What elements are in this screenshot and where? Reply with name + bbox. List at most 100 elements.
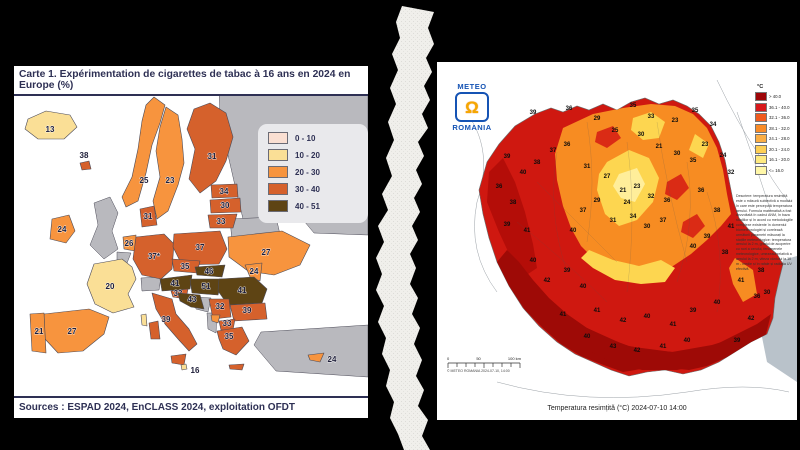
station-value-49: 41 — [560, 312, 567, 318]
scale-tick-100: 100 km — [507, 356, 521, 361]
river-line-0 — [586, 121, 593, 243]
scale-bar-ruler — [447, 362, 521, 368]
station-value-46: 42 — [544, 278, 551, 284]
station-value-9: 30 — [638, 132, 645, 138]
country-value-slovaquie: 46 — [205, 267, 214, 276]
temperature-legend-swatch-3 — [755, 123, 767, 133]
patch-red-streak-1 — [595, 126, 621, 148]
country-value-chypre: 24 — [328, 355, 337, 364]
country-shape-pologne — [172, 230, 228, 266]
station-value-10: 21 — [656, 144, 663, 150]
station-value-4: 33 — [648, 114, 655, 120]
country-shape-malte — [180, 363, 188, 371]
station-value-53: 40 — [644, 314, 651, 320]
country-value-finlande: 31 — [208, 152, 217, 161]
station-value-34: 37 — [580, 208, 587, 214]
station-value-54: 41 — [670, 322, 677, 328]
patch-south-dark-red — [497, 250, 771, 372]
country-shape-finlande — [186, 102, 234, 194]
temperature-legend-row-0: > 40.0 — [755, 92, 795, 101]
europe-legend-row-2: 20 - 30 — [268, 166, 360, 178]
country-shape-italie — [151, 292, 198, 352]
europe-legend-row-4: 40 - 51 — [268, 200, 360, 212]
station-value-60: 40 — [684, 338, 691, 344]
river-line-6 — [626, 141, 633, 293]
station-value-1: 36 — [566, 106, 573, 112]
station-value-0: 39 — [530, 110, 537, 116]
europe-legend-label-4: 40 - 51 — [295, 201, 320, 211]
station-value-35: 40 — [570, 228, 577, 234]
temperature-legend-row-7: <= 16.0 — [755, 165, 795, 175]
europe-legend-swatch-3 — [268, 183, 288, 195]
patch-se-orange — [729, 258, 757, 302]
country-shape-allemagne — [132, 233, 175, 280]
country-value-estonie: 34 — [220, 187, 229, 196]
station-value-51: 41 — [594, 308, 601, 314]
country-value-danemark: 31 — [144, 212, 153, 221]
country-value-croatie: 43 — [188, 295, 197, 304]
station-value-14: 32 — [728, 170, 735, 176]
station-value-57: 43 — [610, 344, 617, 350]
river-line-1 — [656, 121, 688, 263]
patch-pale-core — [613, 168, 645, 202]
station-value-47: 39 — [564, 268, 571, 274]
temperature-legend-label-3: 28.1 - 32.0 — [769, 125, 790, 131]
station-value-13: 24 — [720, 153, 727, 159]
torn-paper-texture — [376, 6, 434, 450]
country-value-suede: 23 — [166, 176, 175, 185]
europe-legend-swatch-0 — [268, 132, 288, 144]
europe-legend-row-1: 10 - 20 — [268, 149, 360, 161]
country-value-islande: 13 — [46, 125, 55, 134]
station-value-56: 40 — [714, 300, 721, 306]
station-value-62: 36 — [754, 294, 761, 300]
station-value-27: 29 — [594, 198, 601, 204]
station-value-64: 39 — [734, 338, 741, 344]
station-value-15: 35 — [690, 158, 697, 164]
temperature-legend-swatch-2 — [755, 113, 767, 122]
station-value-41: 41 — [728, 224, 735, 230]
europe-map-panel: Carte 1. Expérimentation de cigarettes d… — [14, 66, 368, 418]
europe-legend-label-2: 20 - 30 — [295, 167, 320, 177]
temperature-legend-swatch-0 — [755, 92, 767, 101]
country-shape-lettonie — [209, 197, 242, 214]
no-data-region-royaume-uni — [89, 196, 119, 260]
temperature-legend-row-5: 20.1 - 24.0 — [755, 144, 795, 154]
station-value-29: 23 — [634, 184, 641, 190]
neighbour-boundary-2 — [496, 381, 790, 398]
europe-legend-swatch-4 — [268, 200, 288, 212]
country-shape-chypre — [307, 352, 325, 363]
country-shape-italie — [148, 320, 161, 340]
country-value-bulgarie: 39 — [243, 306, 252, 315]
europe-legend-row-0: 0 - 10 — [268, 132, 360, 144]
romania-map: 39 36 29 35 33 23 35 34 25 30 21 30 23 24 32 35 39 40 36 38… — [437, 62, 797, 420]
station-value-28: 21 — [620, 188, 627, 194]
temperature-legend-swatch-7 — [755, 165, 767, 175]
europe-map-source: Sources : ESPAD 2024, EnCLASS 2024, expl… — [14, 396, 368, 418]
country-shape-suede — [152, 106, 185, 220]
country-value-italie: 39 — [162, 315, 171, 324]
europe-map-title: Carte 1. Expérimentation de cigarettes d… — [14, 66, 368, 96]
country-value-lettonie: 30 — [221, 201, 230, 210]
country-shape-norvege — [121, 96, 166, 208]
temperature-legend-swatch-1 — [755, 102, 767, 112]
station-value-45: 40 — [530, 258, 537, 264]
patch-ne-yellow — [689, 134, 709, 158]
temperature-legend-swatch-5 — [755, 144, 767, 154]
country-shape-portugal — [29, 312, 47, 354]
station-value-42: 39 — [704, 234, 711, 240]
station-value-3: 35 — [630, 103, 637, 109]
country-value-ukraine: 27 — [262, 248, 271, 257]
country-shape-estonie — [210, 183, 239, 199]
country-shape-serbie — [208, 298, 232, 320]
country-value-espagne: 27 — [68, 327, 77, 336]
country-shape-croatie — [177, 292, 205, 310]
station-value-44: 38 — [722, 250, 729, 256]
station-value-11: 30 — [674, 151, 681, 157]
station-value-18: 36 — [496, 184, 503, 190]
station-value-36: 30 — [644, 224, 651, 230]
temperature-legend-label-7: <= 16.0 — [769, 167, 784, 173]
station-value-61: 41 — [738, 278, 745, 284]
omega-sun-icon: Ω — [465, 97, 479, 117]
country-value-macedoine: 33 — [223, 319, 232, 328]
country-value-norvege: 25 — [140, 176, 149, 185]
